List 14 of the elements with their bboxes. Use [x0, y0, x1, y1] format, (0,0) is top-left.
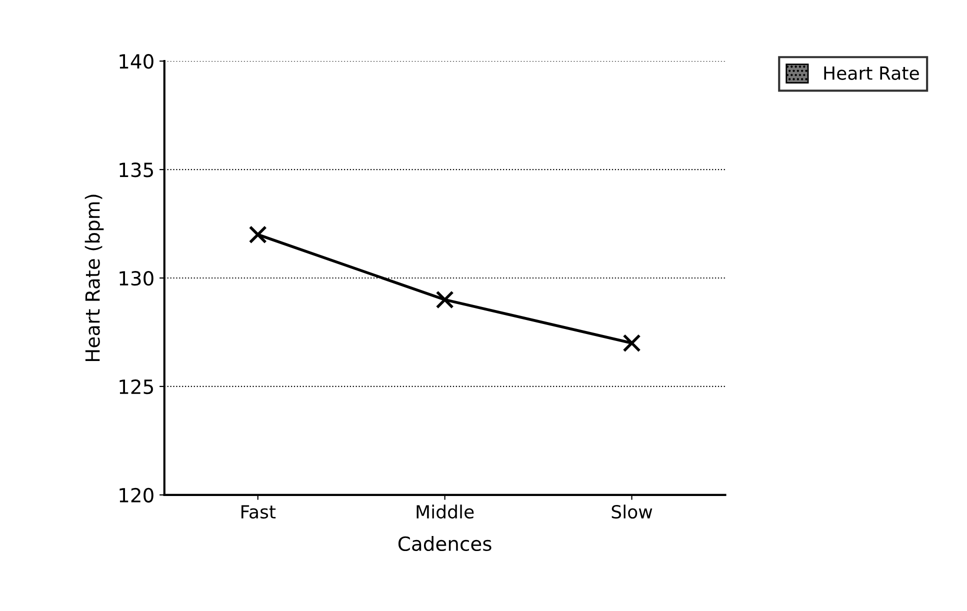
- x-tick-label: Fast: [241, 505, 276, 519]
- y-axis-title: Heart Rate (bpm): [84, 194, 104, 362]
- y-tick-label: 120: [120, 488, 154, 503]
- point: [248, 226, 267, 244]
- x-tick-label: Slow: [612, 504, 652, 519]
- x-axis-title: Cadences: [398, 536, 492, 552]
- y-tick-label: 130: [120, 270, 154, 286]
- text: Heart Rate: [824, 66, 919, 80]
- point: [436, 290, 454, 309]
- y-tick-label: 140: [120, 54, 154, 69]
- y-tick-label: 135: [120, 162, 153, 178]
- point: [622, 334, 641, 352]
- y-tick-label: 125: [120, 379, 153, 394]
- x-tick-label: Middle: [416, 504, 474, 519]
